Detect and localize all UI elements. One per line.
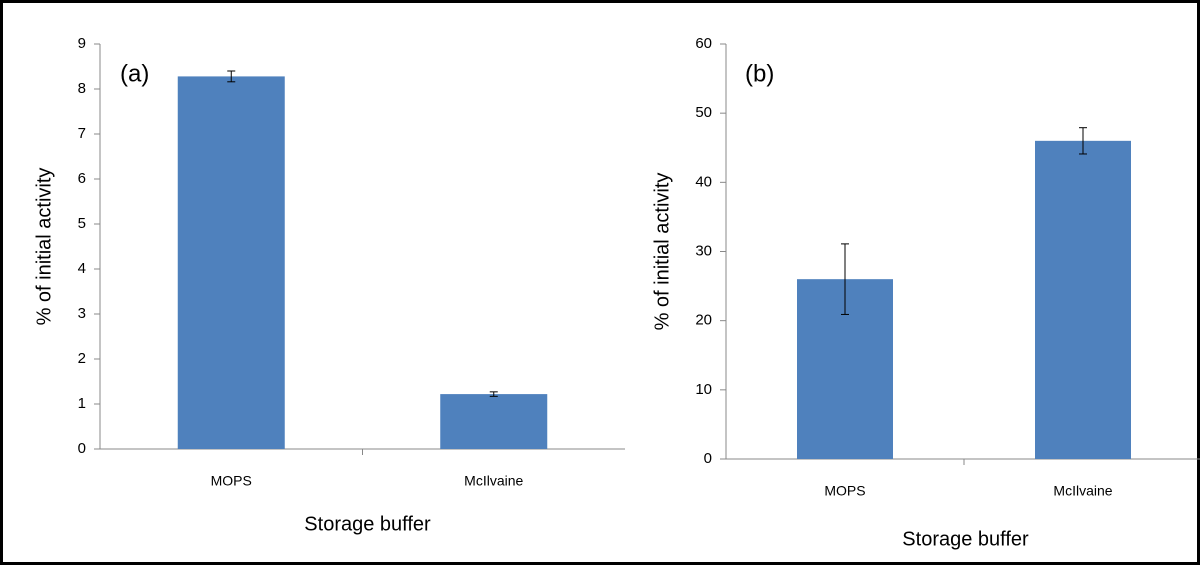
y-tick-label: 0 [704, 450, 712, 467]
y-tick-label: 40 [695, 173, 712, 190]
y-tick-label: 6 [78, 170, 86, 187]
bar [1035, 140, 1131, 460]
y-axis-title: % of initial activity [651, 173, 673, 331]
y-tick-label: 50 [695, 104, 712, 121]
x-axis-title: Storage buffer [902, 528, 1029, 550]
y-tick-label: 60 [695, 35, 712, 52]
x-tick-label: McIlvaine [1053, 483, 1112, 499]
y-tick-label: 10 [695, 381, 712, 398]
x-tick-label: McIlvaine [464, 473, 523, 489]
y-tick-label: 0 [78, 440, 86, 457]
y-tick-label: 4 [78, 260, 86, 277]
bar [440, 394, 548, 449]
x-axis-title: Storage buffer [304, 513, 431, 535]
y-tick-label: 5 [78, 215, 86, 232]
x-tick-label: MOPS [824, 483, 865, 499]
y-tick-label: 20 [695, 312, 712, 329]
y-tick-label: 9 [78, 35, 86, 52]
y-tick-label: 3 [78, 305, 86, 322]
y-axis-title: % of initial activity [33, 168, 55, 326]
panel-label: (b) [745, 60, 774, 87]
x-tick-label: MOPS [211, 473, 252, 489]
panel-label: (a) [120, 60, 149, 87]
y-tick-label: 1 [78, 395, 86, 412]
y-tick-label: 7 [78, 125, 86, 142]
bar [177, 76, 285, 450]
y-tick-label: 2 [78, 350, 86, 367]
y-tick-label: 30 [695, 242, 712, 259]
y-tick-label: 8 [78, 80, 86, 97]
